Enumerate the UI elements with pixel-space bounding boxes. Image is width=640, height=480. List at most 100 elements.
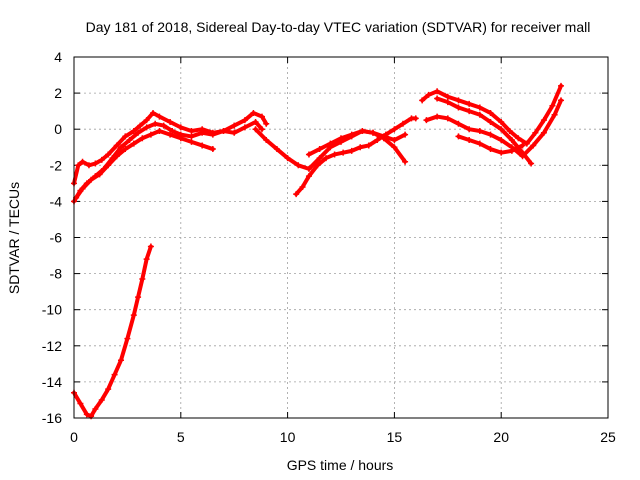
data-point <box>126 137 133 144</box>
data-point <box>365 142 372 149</box>
data-point <box>92 160 99 167</box>
y-tick-label: -10 <box>42 302 62 318</box>
data-point <box>188 128 195 135</box>
data-point <box>370 129 377 136</box>
data-point <box>105 386 112 393</box>
data-point <box>137 122 144 129</box>
data-point <box>476 111 483 118</box>
data-point <box>498 118 505 125</box>
data-point <box>135 294 142 301</box>
data-point <box>508 137 515 144</box>
data-point <box>111 371 118 378</box>
series-track-f <box>305 128 409 165</box>
data-point <box>135 129 142 136</box>
data-point <box>124 335 131 342</box>
data-point <box>188 133 195 140</box>
data-point <box>241 117 248 124</box>
data-point <box>444 93 451 100</box>
data-point <box>273 146 280 153</box>
data-point <box>117 357 124 364</box>
data-point <box>295 162 302 169</box>
y-tick-label: -2 <box>50 157 63 173</box>
data-point <box>455 104 462 111</box>
y-tick-label: 0 <box>54 121 62 137</box>
grid <box>73 56 609 419</box>
data-point <box>167 118 174 125</box>
data-point <box>515 135 522 142</box>
data-point <box>156 113 163 120</box>
data-point <box>348 131 355 138</box>
data-point <box>258 113 265 120</box>
data-point <box>519 142 526 149</box>
series-track-a <box>71 109 270 187</box>
data-point <box>143 117 150 124</box>
data-point <box>209 131 216 138</box>
data-point <box>252 118 259 125</box>
data-point <box>177 124 184 131</box>
data-point <box>122 133 129 140</box>
data-point <box>77 400 84 407</box>
data-point <box>143 256 150 263</box>
data-point <box>391 144 398 151</box>
y-tick-label: -4 <box>50 193 63 209</box>
data-point <box>293 191 300 198</box>
data-point <box>316 155 323 162</box>
data-point <box>143 124 150 131</box>
data-point <box>105 162 112 169</box>
data-point <box>540 117 547 124</box>
data-point <box>83 411 90 418</box>
data-point <box>466 137 473 144</box>
data-point <box>444 99 451 106</box>
series-line <box>306 129 408 164</box>
data-point <box>323 155 330 162</box>
x-axis-label: GPS time / hours <box>287 457 394 473</box>
series-line <box>74 129 215 200</box>
data-point <box>98 396 105 403</box>
data-point <box>220 128 227 135</box>
series-line <box>72 244 153 419</box>
data-point <box>476 128 483 135</box>
data-point <box>487 131 494 138</box>
data-point <box>391 137 398 144</box>
y-tick-label: -16 <box>42 410 62 426</box>
data-point <box>231 129 238 136</box>
data-point <box>487 146 494 153</box>
data-point <box>423 117 430 124</box>
y-tick-label: 4 <box>54 49 62 65</box>
data-point <box>75 162 82 169</box>
data-point <box>79 185 86 192</box>
data-point <box>476 140 483 147</box>
data-point <box>338 135 344 142</box>
data-point <box>85 162 92 169</box>
y-tick-label: -6 <box>50 230 63 246</box>
data-point <box>455 120 462 127</box>
data-point <box>139 135 146 142</box>
data-point <box>357 144 364 151</box>
data-point <box>523 140 530 147</box>
data-point <box>558 97 565 104</box>
data-point <box>117 144 124 151</box>
data-point <box>231 122 238 129</box>
data-point <box>327 140 334 147</box>
data-point <box>88 176 95 183</box>
data-point <box>263 137 270 144</box>
data-point <box>130 140 137 147</box>
data-point <box>305 173 312 180</box>
data-point <box>455 133 462 140</box>
data-point <box>167 131 174 138</box>
data-point <box>348 147 355 154</box>
data-point <box>558 82 565 89</box>
data-point <box>340 149 347 156</box>
data-point <box>419 97 426 104</box>
series-line <box>424 98 564 159</box>
data-point <box>487 109 494 116</box>
series-line <box>420 83 564 146</box>
data-point <box>549 102 556 109</box>
data-point <box>305 165 312 172</box>
series-track-c <box>73 128 216 201</box>
x-tick-label: 10 <box>280 429 296 445</box>
data-point <box>476 104 483 111</box>
data-point <box>455 97 462 104</box>
x-tick-label: 0 <box>70 429 78 445</box>
